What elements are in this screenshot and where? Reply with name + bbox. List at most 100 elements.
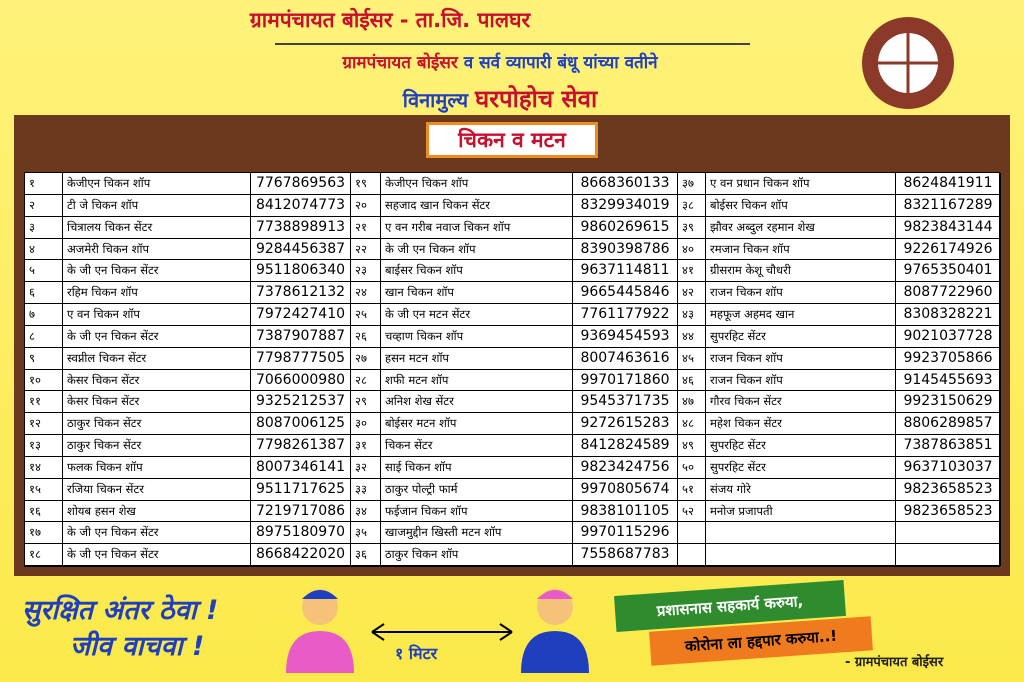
shop-name: संजय गोरे (706, 478, 896, 501)
slogan: सुरक्षित अंतर ठेवा ! (22, 595, 219, 626)
title: ग्रामपंचायत बोईसर - ता.जि. पालघर (249, 8, 531, 32)
serial: ४८ (678, 413, 706, 435)
phone: 9021037728 (896, 325, 1001, 348)
slogan: जीव वाचवा ! (70, 631, 205, 662)
phone: 8668422020 (251, 544, 351, 566)
shop-name: ठाकुर पोल्ट्री फार्म (381, 478, 573, 501)
shop-name: सुपरहिट सेंटर (706, 325, 896, 348)
phone: 9284456387 (251, 238, 351, 261)
phone: 9545371735 (573, 391, 678, 414)
serial (678, 544, 706, 566)
shop-name: स्वप्नील चिकन सेंटर (63, 347, 251, 370)
shop-name: शोयब हसन शेख (63, 500, 251, 523)
shop-name: केसर चिकन सेंटर (63, 369, 251, 392)
shop-name: राजन चिकन शॉप (706, 347, 896, 370)
phone: 7066000980 (251, 369, 351, 392)
phone: 9637114811 (573, 260, 678, 283)
phone: 9511717625 (251, 478, 351, 501)
phone: 9970171860 (573, 369, 678, 392)
shop-name: केजीएन चिकन शॉप (381, 173, 573, 195)
shop-name: महेश चिकन सेंटर (706, 413, 896, 435)
shop-name: राजन चिकन शॉप (706, 369, 896, 392)
phone (896, 522, 1001, 545)
phone: 9838101105 (573, 500, 678, 523)
serial: ४० (678, 238, 706, 261)
serial: १६ (25, 500, 63, 523)
shop-name: हसन मटन शॉप (381, 347, 573, 370)
shop-name: मनोज प्रजापती (706, 500, 896, 523)
shop-name: गौरव चिकन सेंटर (706, 391, 896, 414)
phone: 8087006125 (251, 413, 351, 435)
shop-name: के जी एन मटन सेंटर (381, 304, 573, 326)
directory-table: १ केजीएन चिकन शॉप 7767869563 १९ केजीएन चिकन … (24, 172, 1001, 567)
shop-name: चित्रालय चिकन सेंटर (63, 216, 251, 239)
phone: 7558687783 (573, 544, 678, 566)
serial: ३० (351, 413, 381, 435)
phone: 9272615283 (573, 413, 678, 435)
phone: 9923150629 (896, 391, 1001, 414)
phone: 9145455693 (896, 369, 1001, 392)
phone: 8806289857 (896, 413, 1001, 435)
subtitle: ग्रामपंचायत बोईसर व सर्व व्यापारी बंधू य… (0, 50, 1000, 73)
shop-name: सुपरहिट सेंटर (706, 456, 896, 479)
shop-name: महफूज अहमद खान (706, 304, 896, 326)
phone: 7798777505 (251, 347, 351, 370)
shop-name: सुपरहिट सेंटर (706, 435, 896, 457)
serial: ५ (25, 260, 63, 283)
phone: 9923705866 (896, 347, 1001, 370)
shop-name: के जी एन चिकन सेंटर (63, 325, 251, 348)
serial: ४६ (678, 369, 706, 392)
serial: ३७ (678, 173, 706, 195)
phone: 9823843144 (896, 216, 1001, 239)
shop-name: बोईसर मटन शॉप (381, 413, 573, 435)
serial: १३ (25, 435, 63, 457)
rule (275, 43, 750, 45)
serial: ३३ (351, 478, 381, 501)
phone: 9970805674 (573, 478, 678, 501)
phone: 7378612132 (251, 282, 351, 304)
phone: 7219717086 (251, 500, 351, 523)
phone: 7767869563 (251, 173, 351, 195)
serial: १० (25, 369, 63, 392)
serial: ३८ (678, 194, 706, 217)
serial: ४३ (678, 304, 706, 326)
phone: 7798261387 (251, 435, 351, 457)
serial: २ (25, 194, 63, 217)
serial: २० (351, 194, 381, 217)
phone: 9765350401 (896, 260, 1001, 283)
serial: २३ (351, 260, 381, 283)
serial: ९ (25, 347, 63, 370)
serial: २७ (351, 347, 381, 370)
shop-name: केजीएन चिकन शॉप (63, 173, 251, 195)
shop-name: रहिम चिकन शॉप (63, 282, 251, 304)
serial: ४७ (678, 391, 706, 414)
serial: ११ (25, 391, 63, 414)
serial: ४ (25, 238, 63, 261)
phone: 9823658523 (896, 500, 1001, 523)
shop-name: चव्हाण चिकन शॉप (381, 325, 573, 348)
shop-name: राजन चिकन शॉप (706, 282, 896, 304)
phone: 8975180970 (251, 522, 351, 545)
shop-name: ए वन चिकन शॉप (63, 304, 251, 326)
shop-name: सहजाद खान चिकन सेंटर (381, 194, 573, 217)
shop-name: चिकन सेंटर (381, 435, 573, 457)
serial: ४९ (678, 435, 706, 457)
serial: ३४ (351, 500, 381, 523)
shop-name: शफी मटन शॉप (381, 369, 573, 392)
shop-name: साई चिकन शॉप (381, 456, 573, 479)
serial: ५२ (678, 500, 706, 523)
phone: 9226174926 (896, 238, 1001, 261)
serial: ४४ (678, 325, 706, 348)
phone: 9325212537 (251, 391, 351, 414)
serial: ४५ (678, 347, 706, 370)
serial: २४ (351, 282, 381, 304)
shop-name: ठाकुर चिकन सेंटर (63, 413, 251, 435)
phone: 9511806340 (251, 260, 351, 283)
phone: 9637103037 (896, 456, 1001, 479)
phone: 9860269615 (573, 216, 678, 239)
serial: ४२ (678, 282, 706, 304)
serial: ६ (25, 282, 63, 304)
shop-name: फईजान चिकन शॉप (381, 500, 573, 523)
phone: 9823658523 (896, 478, 1001, 501)
